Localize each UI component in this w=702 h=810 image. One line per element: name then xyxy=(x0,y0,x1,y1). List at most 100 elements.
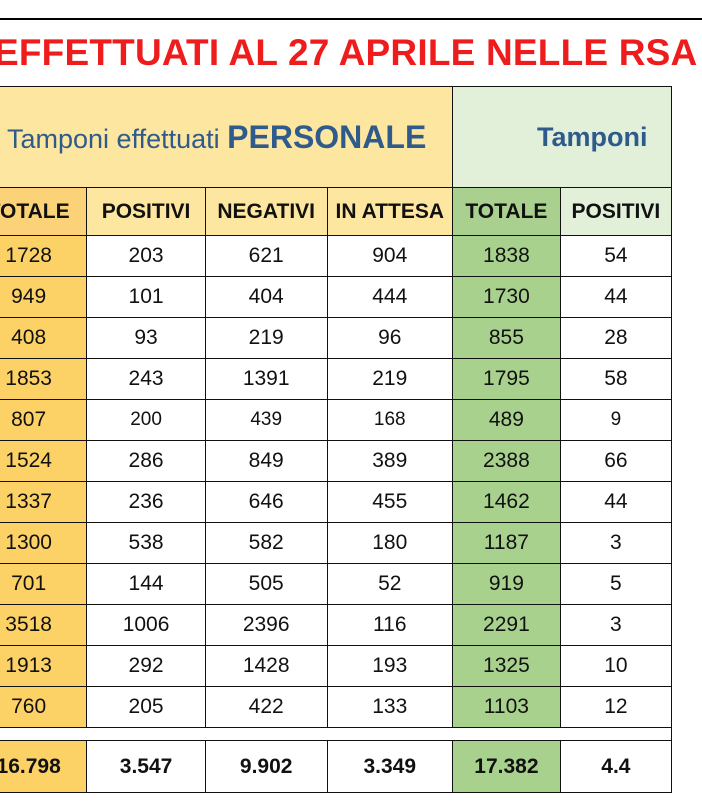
table-cell: 200 xyxy=(86,399,206,441)
table-row: 1524 286 849 389 2388 66 xyxy=(0,440,673,482)
table-cell: 219 xyxy=(204,317,328,359)
table-cell: 849 xyxy=(204,440,328,482)
table-cell: 292 xyxy=(86,645,206,687)
table-cell: 1006 xyxy=(86,604,206,646)
column-header: POSITIVI xyxy=(559,187,673,236)
table-cell: 243 xyxy=(86,358,206,400)
table-cell: 58 xyxy=(559,358,673,400)
table-row: 1300 538 582 180 1187 3 xyxy=(0,522,673,564)
spacer-cell xyxy=(0,727,672,741)
table-cell: 505 xyxy=(204,563,328,605)
table-cell: 1524 xyxy=(0,440,88,482)
table-cell: 582 xyxy=(204,522,328,564)
table-cell: 54 xyxy=(559,235,673,277)
table-cell: 9 xyxy=(559,399,673,441)
table-cell: 203 xyxy=(86,235,206,277)
table-row: 408 93 219 96 855 28 xyxy=(0,317,673,359)
table-cell: 93 xyxy=(86,317,206,359)
total-cell: 9.902 xyxy=(204,740,328,793)
column-header: IN ATTESA xyxy=(326,187,454,236)
total-cell: 17.382 xyxy=(452,740,561,793)
table-cell: 701 xyxy=(0,563,88,605)
table-cell: 44 xyxy=(559,481,673,523)
table-cell: 168 xyxy=(326,399,454,441)
group-ospiti-header: Tamponi xyxy=(452,86,672,188)
table-cell: 1428 xyxy=(204,645,328,687)
column-header-row: TOTALE POSITIVI NEGATIVI IN ATTESA TOTAL… xyxy=(0,187,673,236)
table-cell: 2396 xyxy=(204,604,328,646)
group-personale-prefix: Tamponi effettuati xyxy=(7,123,228,154)
table-cell: 1730 xyxy=(452,276,561,318)
table-cell: 949 xyxy=(0,276,88,318)
table-cell: 1103 xyxy=(452,686,561,728)
top-border-line xyxy=(0,18,702,20)
column-header: TOTALE xyxy=(452,187,561,236)
total-cell: 4.4 xyxy=(559,740,673,793)
table-cell: 96 xyxy=(326,317,454,359)
table-cell: 1337 xyxy=(0,481,88,523)
table-cell: 10 xyxy=(559,645,673,687)
table-cell: 855 xyxy=(452,317,561,359)
table-cell: 52 xyxy=(326,563,454,605)
table-cell: 1853 xyxy=(0,358,88,400)
total-cell: 3.547 xyxy=(86,740,206,793)
table-cell: 422 xyxy=(204,686,328,728)
table-row: 701 144 505 52 919 5 xyxy=(0,563,673,605)
table-cell: 286 xyxy=(86,440,206,482)
table-row: 949 101 404 444 1730 44 xyxy=(0,276,673,318)
group-personale-header: Tamponi effettuati PERSONALE xyxy=(0,86,454,188)
table-cell: 101 xyxy=(86,276,206,318)
column-header: POSITIVI xyxy=(86,187,206,236)
table-cell: 538 xyxy=(86,522,206,564)
spacer-row xyxy=(0,727,672,741)
table-row: 1853 243 1391 219 1795 58 xyxy=(0,358,673,400)
table-row: 3518 1006 2396 116 2291 3 xyxy=(0,604,673,646)
table-row: 1337 236 646 455 1462 44 xyxy=(0,481,673,523)
table-cell: 1795 xyxy=(452,358,561,400)
table-cell: 144 xyxy=(86,563,206,605)
table-cell: 116 xyxy=(326,604,454,646)
table-cell: 455 xyxy=(326,481,454,523)
table-cell: 646 xyxy=(204,481,328,523)
table-cell: 1187 xyxy=(452,522,561,564)
table-cell: 180 xyxy=(326,522,454,564)
group-personale-bold: PERSONALE xyxy=(227,118,427,155)
table-cell: 621 xyxy=(204,235,328,277)
table-cell: 389 xyxy=(326,440,454,482)
table-row: 760 205 422 133 1103 12 xyxy=(0,686,673,728)
total-cell: 3.349 xyxy=(326,740,454,793)
table-row: 807 200 439 168 489 9 xyxy=(0,399,673,441)
table-cell: 439 xyxy=(204,399,328,441)
table-row: 1913 292 1428 193 1325 10 xyxy=(0,645,673,687)
table-cell: 3518 xyxy=(0,604,88,646)
table-cell: 1728 xyxy=(0,235,88,277)
table-cell: 408 xyxy=(0,317,88,359)
table-cell: 2291 xyxy=(452,604,561,646)
table-cell: 919 xyxy=(452,563,561,605)
table-cell: 1325 xyxy=(452,645,561,687)
table-cell: 3 xyxy=(559,604,673,646)
table-cell: 12 xyxy=(559,686,673,728)
total-cell: 16.798 xyxy=(0,740,88,793)
table-cell: 904 xyxy=(326,235,454,277)
table-cell: 1838 xyxy=(452,235,561,277)
table-cell: 28 xyxy=(559,317,673,359)
table-body: 1728 203 621 904 1838 54 949 101 404 444 1730 44 408… xyxy=(0,235,673,728)
page-title: EFFETTUATI AL 27 APRILE NELLE RSA P xyxy=(0,32,702,73)
table-cell: 1391 xyxy=(204,358,328,400)
column-header: NEGATIVI xyxy=(204,187,328,236)
table-cell: 219 xyxy=(326,358,454,400)
table-cell: 3 xyxy=(559,522,673,564)
table-cell: 133 xyxy=(326,686,454,728)
table-cell: 404 xyxy=(204,276,328,318)
table-cell: 807 xyxy=(0,399,88,441)
group-header-row: Tamponi effettuati PERSONALE Tamponi xyxy=(0,86,672,188)
table-cell: 2388 xyxy=(452,440,561,482)
table-cell: 1913 xyxy=(0,645,88,687)
table-cell: 205 xyxy=(86,686,206,728)
totals-row: 16.798 3.547 9.902 3.349 17.382 4.4 xyxy=(0,740,673,793)
table-cell: 5 xyxy=(559,563,673,605)
column-header: TOTALE xyxy=(0,187,88,236)
table-cell: 236 xyxy=(86,481,206,523)
table-row: 1728 203 621 904 1838 54 xyxy=(0,235,673,277)
